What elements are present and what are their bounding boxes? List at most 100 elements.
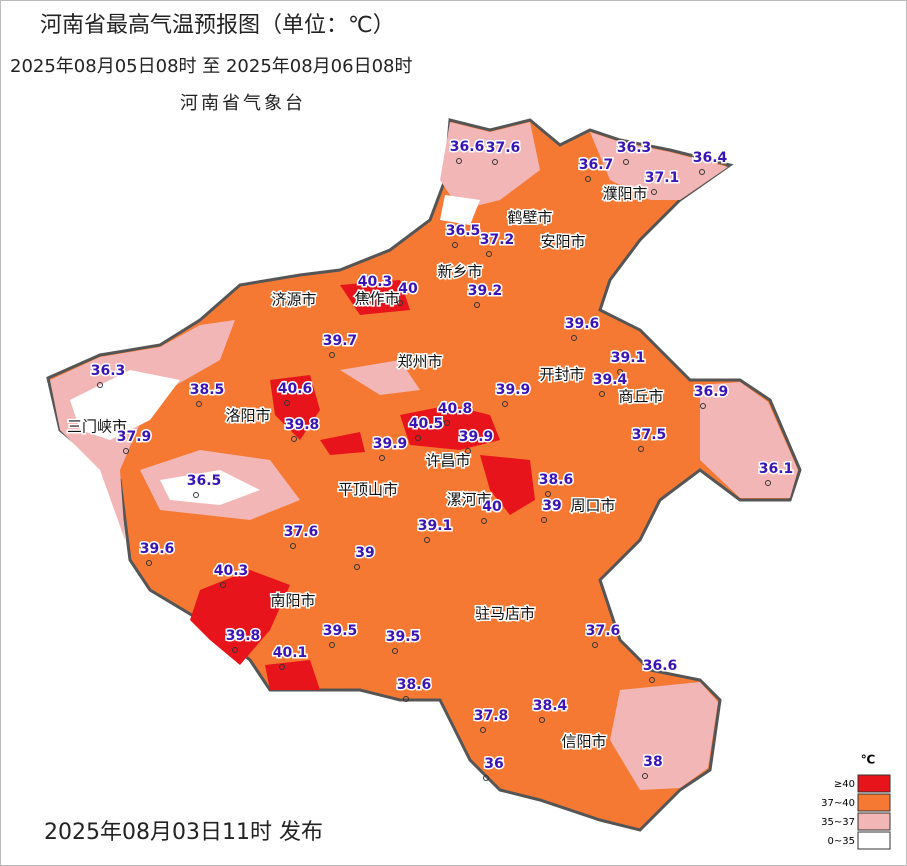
station-dot xyxy=(571,335,577,341)
zone-pink xyxy=(700,382,798,498)
zone-pink xyxy=(610,682,718,790)
legend-label: 35~37 xyxy=(821,817,855,828)
legend-swatch xyxy=(857,774,891,793)
station-value: 38.6 xyxy=(539,472,574,488)
station-dot xyxy=(424,537,430,543)
station-dot xyxy=(483,775,489,781)
station-value: 36.1 xyxy=(759,461,794,477)
zone-white xyxy=(440,195,480,225)
legend-swatch xyxy=(857,793,891,812)
legend-unit: ℃ xyxy=(861,753,876,767)
station-value: 39.4 xyxy=(593,372,628,388)
zone-red xyxy=(270,375,320,440)
station-value: 37.9 xyxy=(117,429,152,445)
station-value: 39.2 xyxy=(468,283,503,299)
station-value: 37.5 xyxy=(632,427,667,443)
station-value: 37.6 xyxy=(586,623,621,639)
station-dot xyxy=(599,391,605,397)
city-label: 郑州市 xyxy=(397,353,442,371)
station-value: 40.3 xyxy=(214,563,249,579)
station-value: 36.5 xyxy=(446,223,481,239)
station-dot xyxy=(465,448,471,454)
station-value: 39 xyxy=(355,545,374,561)
station-dot xyxy=(220,582,226,588)
agency: 河南省气象台 xyxy=(180,93,306,114)
city-label: 焦作市 xyxy=(354,290,399,308)
station-value: 36.7 xyxy=(579,157,614,173)
city-label: 平顶山市 xyxy=(338,481,398,499)
legend: ℃ ≥40 37~40 35~37 0~35 xyxy=(821,753,891,850)
station-value: 39.7 xyxy=(323,333,358,349)
city-label: 濮阳市 xyxy=(602,185,647,203)
station-dot xyxy=(452,242,458,248)
zone-red xyxy=(480,455,535,515)
legend-label: 0~35 xyxy=(828,836,855,847)
station-value: 40.3 xyxy=(358,274,393,290)
legend-swatch xyxy=(857,812,891,831)
station-dot xyxy=(492,159,498,165)
city-label: 信阳市 xyxy=(561,733,606,751)
station-value: 39.9 xyxy=(459,429,494,445)
zone-pink xyxy=(590,132,728,200)
station-dot xyxy=(700,403,706,409)
city-label: 新乡市 xyxy=(437,263,482,281)
station-dot xyxy=(545,491,551,497)
station-dot xyxy=(585,176,591,182)
station-dot xyxy=(541,517,547,523)
station-value: 36.5 xyxy=(187,473,222,489)
issue-time: 2025年08月03日11时 发布 xyxy=(44,820,323,845)
station-value: 38.5 xyxy=(190,382,225,398)
station-value: 40.8 xyxy=(438,401,473,417)
station-value: 40.1 xyxy=(273,645,308,661)
city-label: 漯河市 xyxy=(446,491,491,509)
station-dot xyxy=(232,647,238,653)
station-value: 40 xyxy=(398,281,418,297)
city-label: 洛阳市 xyxy=(225,407,270,425)
city-label: 周口市 xyxy=(570,497,615,515)
city-label: 安阳市 xyxy=(540,233,585,251)
zone-white xyxy=(70,370,180,440)
zone-pink xyxy=(440,122,540,210)
station-value: 39.8 xyxy=(285,417,320,433)
station-dot xyxy=(444,420,450,426)
station-value: 39.5 xyxy=(386,629,421,645)
legend-swatch xyxy=(857,831,891,850)
legend-label: 37~40 xyxy=(821,798,855,809)
station-value: 36.6 xyxy=(450,139,485,155)
city-label: 三门峡市 xyxy=(67,418,127,436)
station-dot xyxy=(474,302,480,308)
city-label: 鹤壁市 xyxy=(507,209,552,227)
city-label: 驻马店市 xyxy=(475,605,535,623)
station-dot xyxy=(146,560,152,566)
zone-red xyxy=(265,660,320,690)
station-dot xyxy=(196,401,202,407)
station-value: 36.3 xyxy=(617,140,652,156)
station-dot xyxy=(539,717,545,723)
station-dot xyxy=(486,251,492,257)
title: 河南省最高气温预报图（单位：℃） xyxy=(40,13,395,38)
station-dot xyxy=(649,677,655,683)
station-dot xyxy=(397,300,403,306)
city-label: 许昌市 xyxy=(425,452,470,470)
station-dot xyxy=(623,159,629,165)
zone-pink xyxy=(340,360,420,395)
station-dot xyxy=(354,564,360,570)
station-dot xyxy=(456,158,462,164)
province xyxy=(46,118,802,832)
station-value: 38 xyxy=(643,754,662,770)
zone-red xyxy=(190,570,290,665)
station-dot xyxy=(481,518,487,524)
station-value: 39.1 xyxy=(418,518,453,534)
zone-red xyxy=(400,405,500,450)
zone-red xyxy=(340,280,410,315)
station-dot xyxy=(291,436,297,442)
station-dot xyxy=(403,696,409,702)
station-dot xyxy=(279,664,285,670)
station-value: 39.9 xyxy=(373,436,408,452)
station-value: 39 xyxy=(542,498,561,514)
station-value: 37.2 xyxy=(480,232,515,248)
station-value: 40.6 xyxy=(278,381,313,397)
city-label: 开封市 xyxy=(539,366,584,384)
